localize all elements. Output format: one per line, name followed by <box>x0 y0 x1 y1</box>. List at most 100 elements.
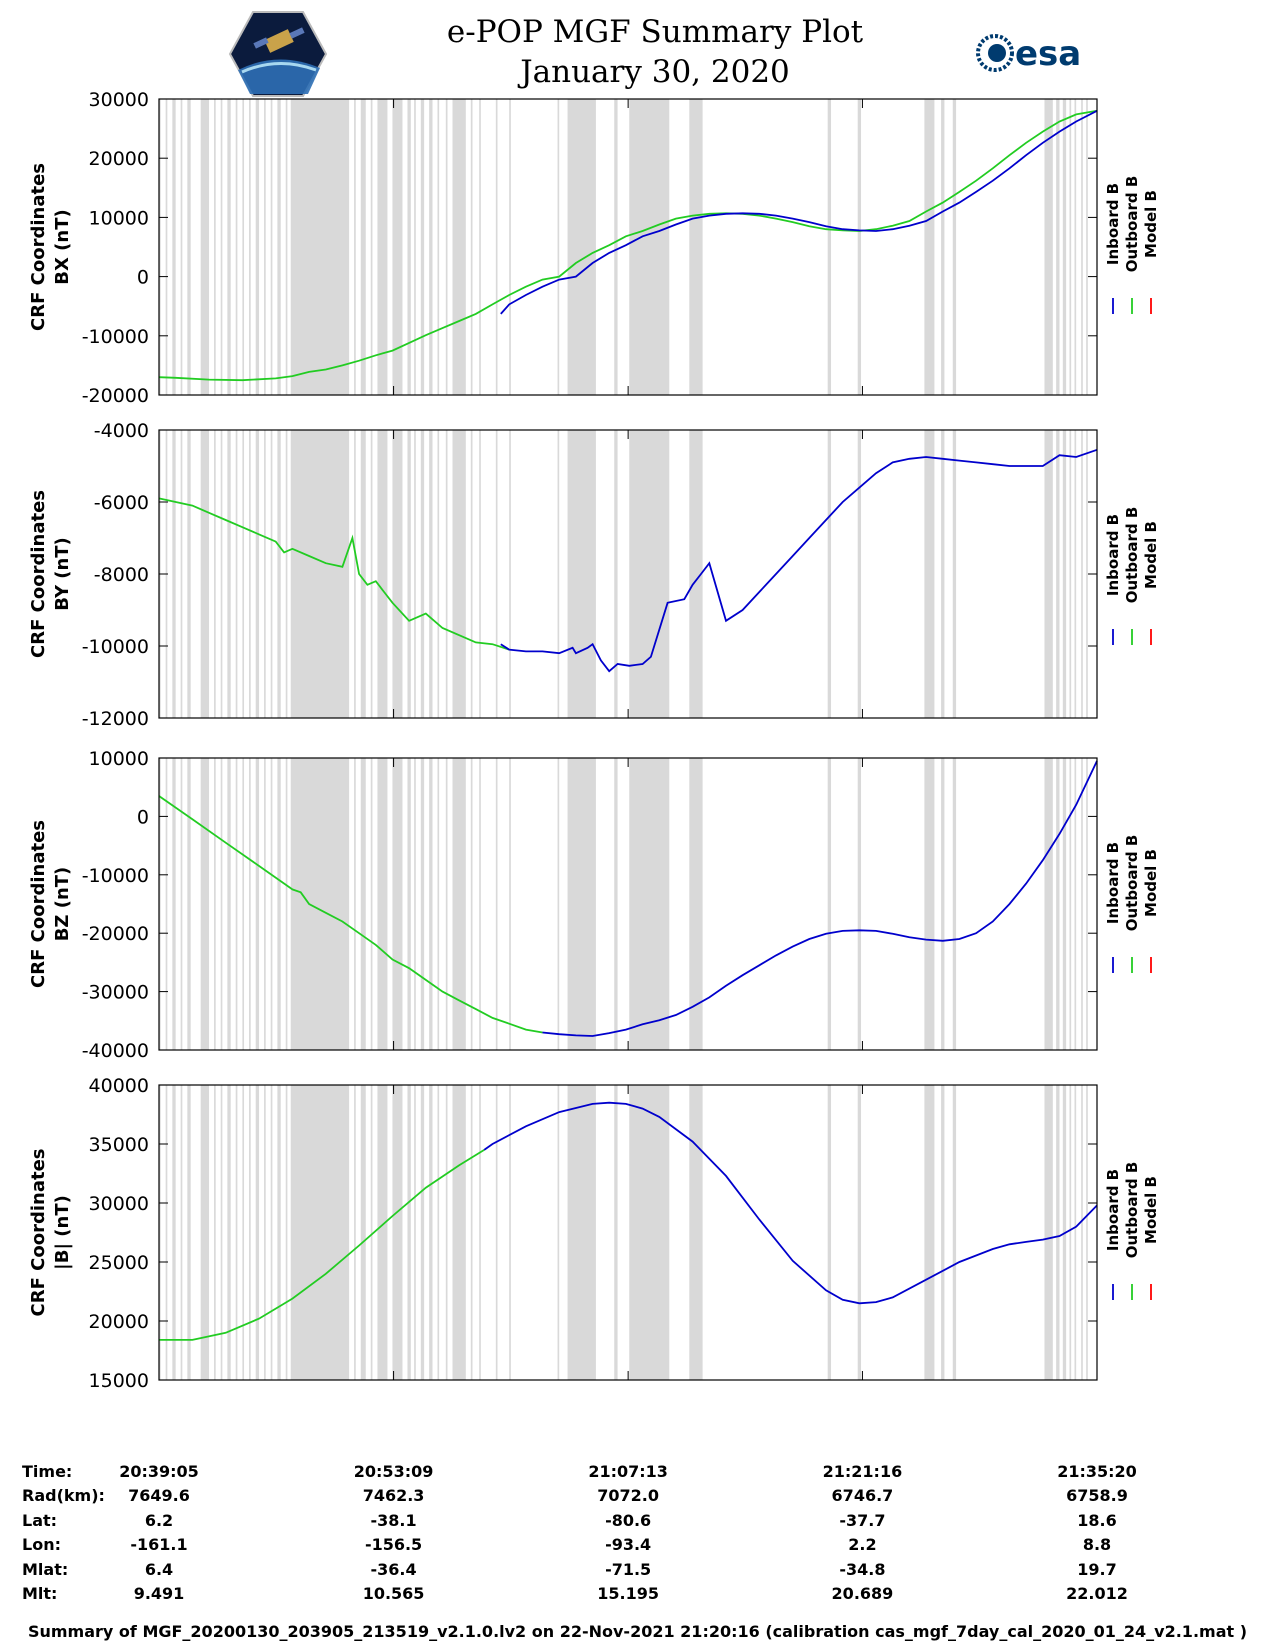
info-cell-mlat: -36.4 <box>370 1559 417 1579</box>
axes-frame <box>158 429 1098 719</box>
data-gap-band <box>827 758 832 1050</box>
data-gap-band <box>1069 99 1072 395</box>
data-gap-band <box>1062 758 1067 1050</box>
data-gap-band <box>827 1085 832 1380</box>
data-gap-band <box>1056 99 1060 395</box>
data-gap-band <box>420 1085 425 1380</box>
y-axis-label-line2: |B| (nT) <box>52 1195 73 1270</box>
info-row-label: Time: <box>22 1462 73 1481</box>
data-gap-band <box>220 1085 223 1380</box>
data-gap-band <box>470 1085 473 1380</box>
data-gap-band <box>159 1085 161 1380</box>
data-gap-band <box>270 430 273 718</box>
y-axis-label-line2: BX (nT) <box>52 209 73 284</box>
info-cell-lon: 2.2 <box>848 1535 877 1555</box>
data-gap-band <box>1069 1085 1072 1380</box>
y-tick-label: 40000 <box>89 1075 149 1097</box>
data-gap-band <box>264 430 266 718</box>
data-gap-band <box>220 758 223 1050</box>
info-cell-rad: 6758.9 <box>1066 1486 1128 1506</box>
data-gap-band <box>445 758 448 1050</box>
data-gap-band <box>249 99 251 395</box>
data-gap-band <box>1069 758 1072 1050</box>
data-gap-band <box>392 99 403 395</box>
data-gap-band <box>1044 99 1053 395</box>
y-tick-label: 20000 <box>89 148 149 170</box>
info-cell-time: 21:07:13 <box>588 1462 668 1481</box>
info-cell-mlat: 19.7 <box>1077 1559 1117 1579</box>
data-gap-band <box>1069 430 1072 718</box>
data-gap-band <box>200 758 210 1050</box>
data-gap-band <box>264 758 266 1050</box>
info-cell-mlat: 6.4 <box>144 1559 174 1579</box>
data-gap-band <box>277 758 281 1050</box>
axes-frame <box>158 1084 1098 1381</box>
legend-inboard-label: Inboard B <box>1104 1169 1122 1251</box>
data-gap-band <box>437 758 440 1050</box>
data-gap-band <box>614 1085 618 1380</box>
data-gap-band <box>180 758 183 1050</box>
y-axis-label-line1: CRF Coordinates <box>28 163 49 331</box>
data-gap-band <box>1074 430 1077 718</box>
info-cell-mlt: 20.689 <box>831 1583 894 1603</box>
data-gap-band <box>165 758 168 1050</box>
y-tick-label: 10000 <box>89 207 149 229</box>
info-cell-mlt: 10.565 <box>362 1583 425 1603</box>
data-gap-band <box>227 430 231 718</box>
data-gap-band <box>200 430 210 718</box>
data-gap-band <box>1081 430 1083 718</box>
data-gap-band <box>495 99 498 395</box>
data-gap-band <box>159 99 161 395</box>
info-cell-rad: 6746.7 <box>831 1486 894 1506</box>
data-gap-band <box>567 99 596 395</box>
data-gap-band <box>377 1085 388 1380</box>
data-gap-band <box>214 758 216 1050</box>
data-gap-band <box>1081 1085 1083 1380</box>
data-gap-band <box>270 758 273 1050</box>
info-cell-lon: 8.8 <box>1082 1535 1112 1555</box>
data-gap-band <box>235 1085 238 1380</box>
info-cell-rad: 7649.6 <box>128 1486 190 1506</box>
y-tick-label: -10000 <box>82 636 149 658</box>
y-tick-label: 30000 <box>89 1193 149 1215</box>
info-cell-time: 21:21:16 <box>822 1462 903 1481</box>
data-gap-band <box>200 99 210 395</box>
data-gap-band <box>277 1085 281 1380</box>
y-tick-label: 10000 <box>89 748 149 770</box>
data-gap-band <box>509 430 511 718</box>
data-gap-band <box>452 1085 466 1380</box>
data-gap-band <box>159 758 161 1050</box>
data-gap-band <box>187 758 191 1050</box>
info-row-mlat: Mlat: 6.4 -36.4 -71.5 -34.8 19.7 <box>22 1560 1252 1584</box>
info-cell-time: 20:53:09 <box>353 1462 434 1481</box>
data-gap-band <box>614 758 618 1050</box>
data-gap-band <box>255 1085 260 1380</box>
data-gap-band <box>857 758 862 1050</box>
legend-model-label: Model B <box>1142 849 1160 917</box>
data-gap-band <box>377 758 388 1050</box>
data-gap-band <box>941 1085 945 1380</box>
data-gap-band <box>200 1085 210 1380</box>
data-gap-band <box>445 430 448 718</box>
data-gap-band <box>614 430 618 718</box>
data-gap-band <box>429 430 433 718</box>
data-gap-band <box>470 430 473 718</box>
data-gap-band <box>270 99 273 395</box>
data-gap-band <box>557 99 560 395</box>
data-gap-band <box>242 1085 245 1380</box>
info-cell-rad: 7072.0 <box>597 1486 659 1506</box>
data-gap-band <box>941 99 945 395</box>
data-gap-band <box>227 99 231 395</box>
data-gap-band <box>614 99 618 395</box>
data-gap-band <box>370 758 373 1050</box>
y-tick-label: -40000 <box>82 1040 149 1062</box>
data-gap-band <box>242 430 245 718</box>
data-gap-band <box>377 430 388 718</box>
data-gap-band <box>495 430 498 718</box>
data-gap-band <box>827 430 832 718</box>
data-gap-band <box>214 99 216 395</box>
data-gap-band <box>1062 430 1067 718</box>
data-gap-band <box>214 1085 216 1380</box>
data-gap-band <box>452 758 466 1050</box>
y-tick-label: 20000 <box>89 1311 149 1333</box>
